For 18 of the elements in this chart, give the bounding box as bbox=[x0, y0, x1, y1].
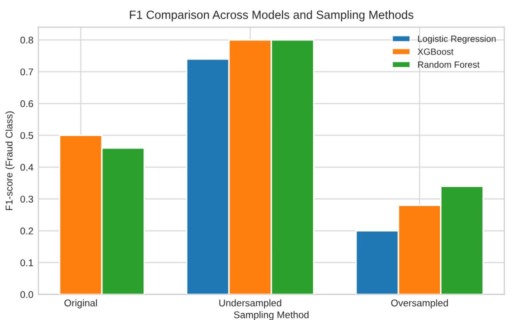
y-tick-label: 0.1 bbox=[20, 259, 34, 266]
y-tick-label: 0.7 bbox=[20, 68, 34, 76]
chart-title: F1 Comparison Across Models and Sampling Methods bbox=[130, 10, 414, 22]
x-tick-label: Oversampled bbox=[391, 299, 448, 308]
y-tick-label: 0.8 bbox=[20, 36, 34, 44]
y-tick-label: 0.2 bbox=[20, 228, 34, 234]
y-tick-label: 0.3 bbox=[20, 196, 34, 203]
x-tick-label: Original bbox=[64, 299, 97, 308]
x-tick-label: Undersampled bbox=[219, 299, 282, 308]
y-tick-label: 0.4 bbox=[20, 164, 34, 171]
y-tick-label: 0.5 bbox=[20, 132, 34, 139]
y-tick-label: 0.0 bbox=[20, 291, 34, 298]
y-tick-label: 0.6 bbox=[20, 100, 34, 108]
y-axis-title: F1-score (Fraud Class) bbox=[5, 111, 14, 210]
legend-label: Logistic Regression bbox=[418, 35, 496, 44]
x-axis-title: Sampling Method bbox=[234, 311, 309, 320]
legend-label: XGBoost bbox=[418, 48, 454, 55]
legend-label: Random Forest bbox=[418, 61, 480, 68]
